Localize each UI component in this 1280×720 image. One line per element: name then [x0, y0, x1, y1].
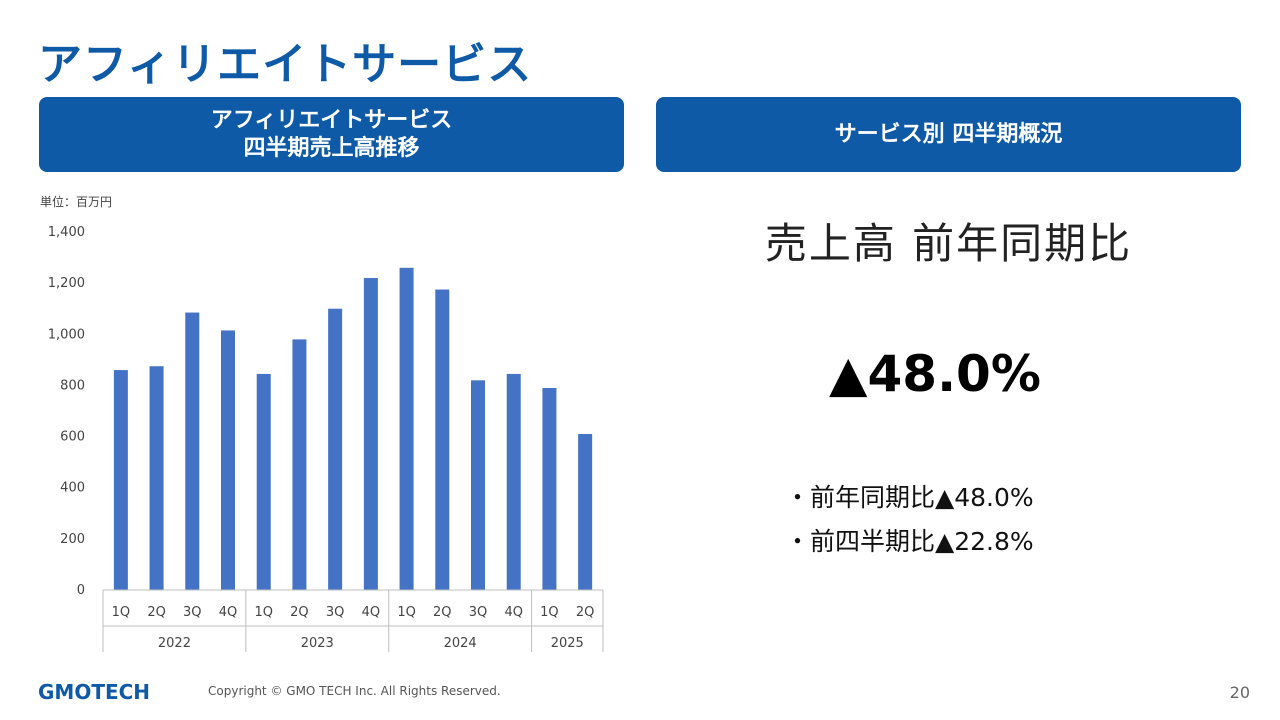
- x-tick-label: 3Q: [183, 605, 202, 620]
- x-tick-label: 3Q: [469, 605, 488, 620]
- summary-bullets: ・前年同期比▲48.0% ・前四半期比▲22.8%: [785, 476, 1034, 564]
- year-group-label: 2023: [301, 636, 334, 651]
- x-tick-label: 2Q: [576, 605, 595, 620]
- overview-section-banner: サービス別 四半期概況: [656, 97, 1241, 172]
- y-tick-label: 0: [77, 583, 85, 598]
- x-tick-label: 1Q: [112, 605, 131, 620]
- x-tick-label: 1Q: [254, 605, 273, 620]
- x-tick-label: 4Q: [362, 605, 381, 620]
- bar: [399, 267, 414, 590]
- bar: [578, 434, 593, 590]
- page-title: アフィリエイトサービス: [38, 39, 533, 90]
- x-tick-label: 2Q: [290, 605, 309, 620]
- bar: [471, 380, 485, 590]
- bar: [149, 366, 164, 590]
- bar: [506, 373, 521, 590]
- x-tick-label: 2Q: [433, 605, 452, 620]
- chart-banner-line2: 四半期売上高推移: [243, 135, 420, 161]
- y-tick-label: 600: [60, 430, 85, 445]
- y-tick-label: 1,000: [48, 327, 85, 342]
- x-tick-label: 2Q: [147, 605, 166, 620]
- bar: [435, 289, 450, 590]
- bar: [292, 339, 307, 590]
- bar: [542, 387, 557, 590]
- x-tick-label: 4Q: [504, 605, 523, 620]
- y-tick-label: 400: [60, 481, 85, 496]
- yoy-value: ▲48.0%: [829, 345, 1041, 403]
- x-tick-label: 3Q: [326, 605, 345, 620]
- y-tick-label: 1,200: [48, 276, 85, 291]
- bullet-qoq: ・前四半期比▲22.8%: [785, 527, 1034, 556]
- chart-section-banner: アフィリエイトサービス 四半期売上高推移: [39, 97, 624, 172]
- x-tick-label: 1Q: [540, 605, 559, 620]
- y-tick-label: 800: [60, 378, 85, 393]
- copyright-text: Copyright © GMO TECH Inc. All Rights Res…: [208, 684, 501, 698]
- x-tick-label: 4Q: [219, 605, 238, 620]
- year-group-label: 2025: [551, 636, 584, 651]
- bar: [185, 312, 200, 590]
- chart-banner-line1: アフィリエイトサービス: [210, 107, 453, 133]
- bar-chart: 0 200 400 600 800 1,000 1,200 1,400 1Q 2Q 3Q 4Q 1Q 2Q…: [48, 225, 604, 652]
- overview-banner-label: サービス別 四半期概況: [834, 121, 1063, 147]
- bar: [256, 373, 271, 590]
- bullet-yoy: ・前年同期比▲48.0%: [785, 483, 1034, 512]
- y-tick-label: 1,400: [48, 225, 85, 240]
- page-number: 20: [1229, 683, 1250, 702]
- yoy-heading: 売上高 前年同期比: [764, 219, 1133, 268]
- x-tick-label: 1Q: [397, 605, 416, 620]
- unit-label: 単位：百万円: [40, 195, 113, 209]
- bar: [221, 330, 235, 590]
- bar: [328, 308, 343, 590]
- year-group-label: 2024: [444, 636, 477, 651]
- bar: [363, 278, 378, 590]
- y-tick-label: 200: [60, 532, 85, 547]
- company-logo: GMOTECH: [38, 680, 151, 704]
- year-group-label: 2022: [158, 636, 191, 651]
- bar: [113, 370, 128, 590]
